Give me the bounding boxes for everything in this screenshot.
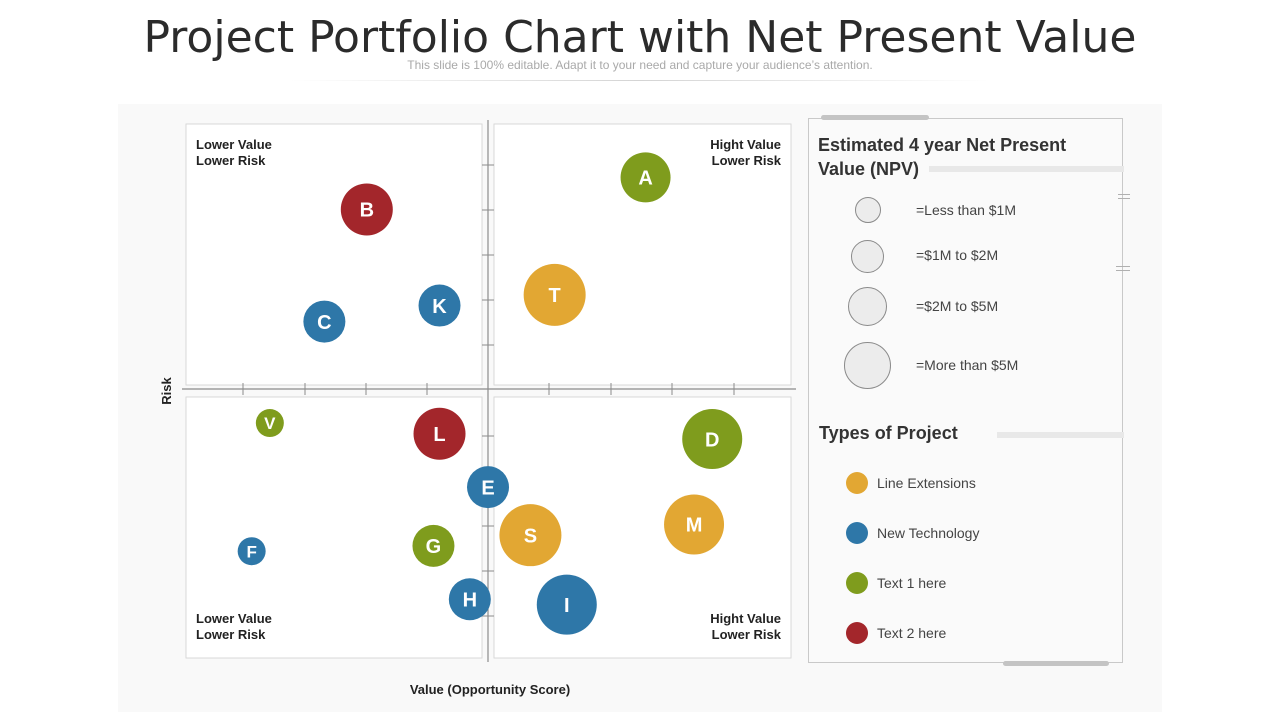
npv-size-large-icon <box>848 287 887 326</box>
quadrant-label-bl-line1: Lower Value <box>196 611 272 626</box>
quadrant-label-tr-line1: Hight Value <box>710 137 781 152</box>
type-item-3: Text 1 here <box>877 575 947 591</box>
bubble-label-b: B <box>360 200 374 222</box>
npv-item-1: =Less than $1M <box>916 202 1017 218</box>
bubble-label-f: F <box>246 542 256 561</box>
type-item-2: New Technology <box>877 525 980 541</box>
bubble-label-g: G <box>426 536 442 558</box>
bubble-i <box>536 574 597 635</box>
bubble-h <box>448 578 491 621</box>
bubble-v <box>255 409 284 438</box>
page-subtitle: This slide is 100% editable. Adapt it to… <box>407 58 873 72</box>
bubble-label-m: M <box>686 515 703 537</box>
bubble-t <box>523 263 586 326</box>
legend-tab-top <box>821 115 929 120</box>
scroll-mark-4 <box>1116 270 1130 271</box>
npv-item-4: =More than $5M <box>916 357 1019 373</box>
npv-legend-title: Estimated 4 year Net Present Value (NPV) <box>818 135 1067 179</box>
type-item-1: Line Extensions <box>877 475 976 491</box>
bubble-d <box>682 409 743 470</box>
quadrant-label-tr-line2: Lower Risk <box>712 153 782 168</box>
npv-size-small-icon <box>855 197 881 223</box>
text1-swatch <box>846 572 868 594</box>
npv-size-xlarge-icon <box>844 342 891 389</box>
bubble-label-e: E <box>481 477 494 499</box>
quadrant-label-bl-line2: Lower Risk <box>196 627 266 642</box>
scroll-mark-3 <box>1116 266 1130 267</box>
bubble-m <box>664 494 725 555</box>
line-extensions-swatch <box>846 472 868 494</box>
npv-size-medium-icon <box>851 240 884 273</box>
bubble-label-l: L <box>433 424 445 446</box>
bubble-c <box>303 300 346 343</box>
bubble-g <box>412 524 455 567</box>
bubble-s <box>499 504 562 567</box>
quadrant-label-tl-line1: Lower Value <box>196 137 272 152</box>
scroll-mark-2 <box>1118 198 1130 199</box>
bubble-label-i: I <box>564 595 570 617</box>
npv-item-2: =$1M to $2M <box>916 247 999 263</box>
types-legend-title: Types of Project <box>819 423 958 443</box>
types-title-bar <box>997 432 1124 438</box>
x-axis-label: Value (Opportunity Score) <box>410 682 570 697</box>
subtitle-divider <box>290 80 990 81</box>
npv-title-bar <box>929 166 1124 172</box>
npv-item-3: =$2M to $5M <box>916 298 999 314</box>
page-title: Project Portfolio Chart with Net Present… <box>143 12 1137 63</box>
bubble-b <box>340 183 393 236</box>
bubble-label-d: D <box>705 429 719 451</box>
bubble-l <box>413 407 466 460</box>
bubble-f <box>237 537 266 566</box>
y-axis-label: Risk <box>159 377 174 405</box>
scroll-mark-1 <box>1118 194 1130 195</box>
bubble-label-k: K <box>432 296 447 318</box>
quadrant-top-left <box>185 123 483 386</box>
quadrant-label-tl-line2: Lower Risk <box>196 153 266 168</box>
bubble-label-t: T <box>549 285 561 307</box>
bubble-label-c: C <box>317 312 331 334</box>
bubble-label-a: A <box>638 168 652 190</box>
bubble-label-h: H <box>463 589 477 611</box>
quadrant-label-br-line2: Lower Risk <box>712 627 782 642</box>
quadrant-label-br-line1: Hight Value <box>710 611 781 626</box>
bubble-label-v: V <box>264 414 276 433</box>
legend-tab-bottom <box>1003 661 1109 666</box>
bubble-k <box>418 284 461 327</box>
bubble-e <box>467 466 509 509</box>
bubble-a <box>620 152 671 203</box>
bubble-label-s: S <box>524 525 537 547</box>
legend-panel: Estimated 4 year Net Present Value (NPV)… <box>808 115 1124 666</box>
type-item-4: Text 2 here <box>877 625 947 641</box>
text2-swatch <box>846 622 868 644</box>
new-technology-swatch <box>846 522 868 544</box>
